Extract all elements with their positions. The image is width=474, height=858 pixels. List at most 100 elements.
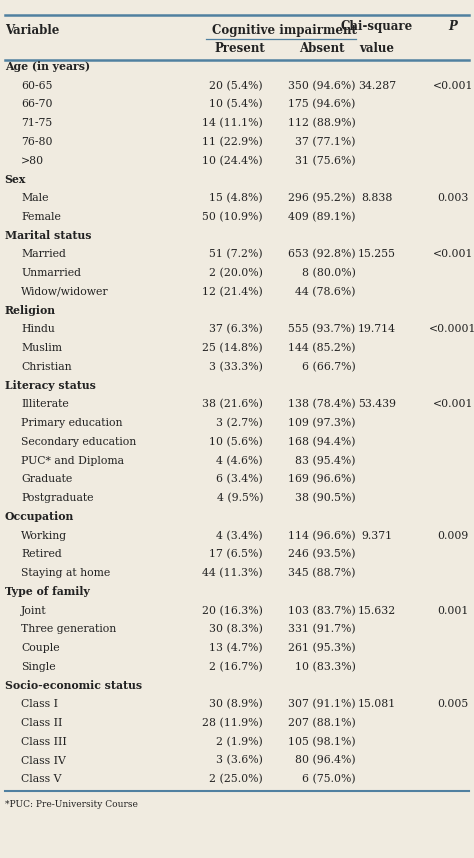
Text: 207 (88.1%): 207 (88.1%) (288, 718, 356, 728)
Text: 296 (95.2%): 296 (95.2%) (288, 193, 356, 203)
Text: 19.714: 19.714 (358, 324, 396, 335)
Text: 66-70: 66-70 (21, 100, 53, 110)
Text: PUC* and Diploma: PUC* and Diploma (21, 456, 124, 466)
Text: >80: >80 (21, 155, 45, 166)
Text: 30 (8.9%): 30 (8.9%) (210, 699, 263, 710)
Text: Unmarried: Unmarried (21, 269, 82, 278)
Text: 144 (85.2%): 144 (85.2%) (288, 343, 356, 353)
Text: 6 (3.4%): 6 (3.4%) (216, 474, 263, 485)
Text: 168 (94.4%): 168 (94.4%) (288, 437, 356, 447)
Text: 114 (96.6%): 114 (96.6%) (288, 530, 356, 541)
Text: 3 (33.3%): 3 (33.3%) (209, 362, 263, 372)
Text: Female: Female (21, 212, 61, 222)
Text: Muslim: Muslim (21, 343, 62, 353)
Text: 53.439: 53.439 (358, 399, 396, 409)
Text: Age (in years): Age (in years) (5, 62, 90, 72)
Text: 28 (11.9%): 28 (11.9%) (202, 718, 263, 728)
Text: Present: Present (214, 42, 265, 56)
Text: 37 (6.3%): 37 (6.3%) (210, 324, 263, 335)
Text: Three generation: Three generation (21, 625, 117, 634)
Text: 105 (98.1%): 105 (98.1%) (288, 737, 356, 747)
Text: 4 (4.6%): 4 (4.6%) (217, 456, 263, 466)
Text: 15 (4.8%): 15 (4.8%) (210, 193, 263, 203)
Text: 15.632: 15.632 (358, 606, 396, 615)
Text: 4 (9.5%): 4 (9.5%) (217, 493, 263, 504)
Text: 6 (66.7%): 6 (66.7%) (302, 362, 356, 372)
Text: 30 (8.3%): 30 (8.3%) (209, 624, 263, 635)
Text: Type of family: Type of family (5, 586, 90, 597)
Text: 76-80: 76-80 (21, 137, 53, 147)
Text: P: P (448, 20, 457, 33)
Text: Variable: Variable (5, 24, 59, 38)
Text: 60-65: 60-65 (21, 81, 53, 91)
Text: 0.005: 0.005 (437, 699, 468, 710)
Text: 112 (88.9%): 112 (88.9%) (288, 118, 356, 129)
Text: 11 (22.9%): 11 (22.9%) (202, 136, 263, 147)
Text: Married: Married (21, 250, 66, 259)
Text: 4 (3.4%): 4 (3.4%) (217, 530, 263, 541)
Text: 38 (21.6%): 38 (21.6%) (202, 399, 263, 409)
Text: Class IV: Class IV (21, 756, 66, 765)
Text: 169 (96.6%): 169 (96.6%) (288, 474, 356, 485)
Text: Marital status: Marital status (5, 230, 91, 241)
Text: 8.838: 8.838 (361, 193, 392, 203)
Text: 0.009: 0.009 (437, 530, 468, 541)
Text: 10 (5.6%): 10 (5.6%) (210, 437, 263, 447)
Text: 15.255: 15.255 (358, 250, 396, 259)
Text: 2 (1.9%): 2 (1.9%) (216, 737, 263, 747)
Text: Class I: Class I (21, 699, 58, 710)
Text: <0.001: <0.001 (432, 81, 473, 91)
Text: 350 (94.6%): 350 (94.6%) (288, 81, 356, 91)
Text: Sex: Sex (5, 174, 26, 185)
Text: 175 (94.6%): 175 (94.6%) (288, 100, 356, 110)
Text: 14 (11.1%): 14 (11.1%) (202, 118, 263, 129)
Text: 6 (75.0%): 6 (75.0%) (302, 774, 356, 784)
Text: Staying at home: Staying at home (21, 568, 110, 578)
Text: 9.371: 9.371 (361, 530, 392, 541)
Text: 44 (11.3%): 44 (11.3%) (202, 568, 263, 578)
Text: 246 (93.5%): 246 (93.5%) (288, 549, 356, 559)
Text: 307 (91.1%): 307 (91.1%) (288, 699, 356, 710)
Text: 0.003: 0.003 (437, 193, 468, 203)
Text: 8 (80.0%): 8 (80.0%) (301, 268, 356, 278)
Text: 261 (95.3%): 261 (95.3%) (288, 643, 356, 653)
Text: 10 (83.3%): 10 (83.3%) (295, 662, 356, 672)
Text: Couple: Couple (21, 644, 60, 653)
Text: Hindu: Hindu (21, 324, 55, 335)
Text: 345 (88.7%): 345 (88.7%) (288, 568, 356, 578)
Text: 3 (3.6%): 3 (3.6%) (216, 755, 263, 765)
Text: 3 (2.7%): 3 (2.7%) (216, 418, 263, 428)
Text: Joint: Joint (21, 606, 47, 615)
Text: Class III: Class III (21, 737, 67, 746)
Text: <0.001: <0.001 (432, 399, 473, 409)
Text: Secondary education: Secondary education (21, 437, 137, 447)
Text: 2 (25.0%): 2 (25.0%) (210, 774, 263, 784)
Text: 25 (14.8%): 25 (14.8%) (202, 343, 263, 353)
Text: Christian: Christian (21, 362, 72, 372)
Text: Working: Working (21, 530, 67, 541)
Text: 80 (96.4%): 80 (96.4%) (295, 755, 356, 765)
Text: Widow/widower: Widow/widower (21, 287, 109, 297)
Text: Class II: Class II (21, 718, 63, 728)
Text: 37 (77.1%): 37 (77.1%) (295, 136, 356, 147)
Text: 109 (97.3%): 109 (97.3%) (288, 418, 356, 428)
Text: 555 (93.7%): 555 (93.7%) (288, 324, 356, 335)
Text: Chi-square: Chi-square (341, 20, 413, 33)
Text: 0.001: 0.001 (437, 606, 468, 615)
Text: Cognitive impairment: Cognitive impairment (212, 24, 357, 38)
Text: Socio-economic status: Socio-economic status (5, 680, 142, 691)
Text: Male: Male (21, 193, 49, 203)
Text: Religion: Religion (5, 305, 56, 316)
Text: value: value (359, 42, 394, 56)
Text: Single: Single (21, 662, 56, 672)
Text: Postgraduate: Postgraduate (21, 493, 94, 503)
Text: 2 (16.7%): 2 (16.7%) (210, 662, 263, 672)
Text: 2 (20.0%): 2 (20.0%) (209, 268, 263, 278)
Text: Graduate: Graduate (21, 474, 73, 485)
Text: 12 (21.4%): 12 (21.4%) (202, 287, 263, 297)
Text: Retired: Retired (21, 549, 62, 559)
Text: Literacy status: Literacy status (5, 380, 96, 391)
Text: 10 (5.4%): 10 (5.4%) (210, 100, 263, 110)
Text: 44 (78.6%): 44 (78.6%) (295, 287, 356, 297)
Text: 13 (4.7%): 13 (4.7%) (210, 643, 263, 653)
